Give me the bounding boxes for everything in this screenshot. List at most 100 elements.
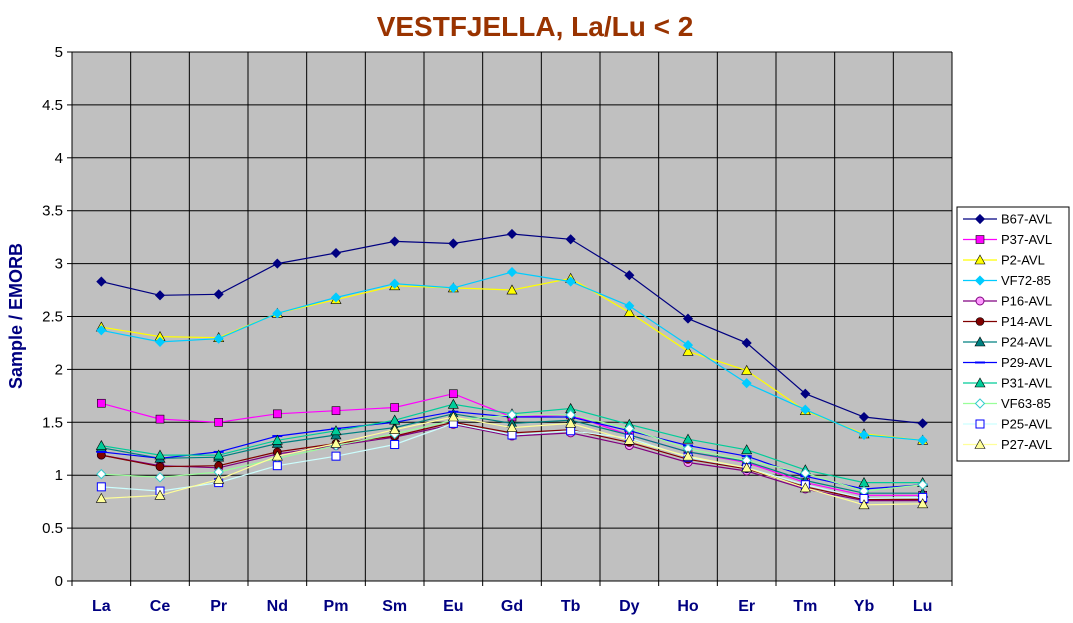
legend-label: P14-AVL [1001, 314, 1052, 329]
y-tick-label: 0.5 [42, 520, 63, 537]
data-point [682, 313, 694, 324]
x-tick-label: Lu [913, 598, 933, 615]
legend-entry: P37-AVL [963, 232, 1052, 247]
data-point [799, 482, 811, 493]
legend-swatch-marker [974, 438, 986, 449]
data-point [213, 289, 224, 300]
legend-entry: P2-AVL [963, 253, 1045, 268]
data-point [330, 425, 342, 436]
data-point [447, 398, 459, 409]
y-tick-label: 3.5 [42, 203, 63, 220]
data-point [390, 403, 399, 412]
legend-label: P24-AVL [1001, 335, 1052, 350]
y-axis-label: Sample / EMORB [6, 243, 26, 389]
x-tick-label: Tm [793, 598, 817, 615]
data-point [917, 479, 928, 490]
data-point [213, 333, 224, 344]
legend-label: VF72-85 [1001, 273, 1051, 288]
legend-entry: P31-AVL [963, 376, 1052, 391]
series-b67-avl [96, 228, 928, 429]
legend-entry: VF72-85 [963, 273, 1051, 288]
data-point [331, 406, 341, 415]
x-tick-label: Pm [324, 598, 349, 615]
data-point [272, 308, 283, 319]
data-point [271, 434, 283, 445]
data-point [507, 430, 517, 440]
data-point [565, 234, 576, 245]
legend-swatch-marker [975, 235, 985, 244]
data-point [95, 439, 107, 450]
x-tick-label: Dy [619, 598, 640, 615]
data-point [565, 417, 577, 428]
data-point [506, 409, 518, 421]
chart-title: VESTFJELLA, La/Lu < 2 [377, 11, 694, 42]
data-point [448, 282, 459, 293]
data-point [389, 278, 400, 289]
y-tick-label: 5 [55, 44, 63, 61]
data-point [271, 450, 283, 461]
legend-label: P31-AVL [1001, 376, 1052, 391]
y-tick-label: 4 [55, 150, 63, 167]
data-point [154, 489, 166, 500]
legend-label: P16-AVL [1001, 294, 1052, 309]
legend-swatch-marker [974, 275, 986, 286]
data-point [741, 378, 752, 389]
y-tick-label: 1.5 [42, 414, 63, 431]
series-vf72-85 [96, 266, 928, 446]
legend-box [956, 206, 1070, 462]
legend-swatch-marker [974, 254, 986, 265]
data-point [273, 409, 282, 419]
data-point [624, 270, 635, 281]
data-point [917, 498, 929, 509]
legend-label: P25-AVL [1001, 417, 1052, 432]
legend-swatch-marker [974, 336, 986, 347]
data-point [858, 411, 870, 423]
data-point [214, 417, 223, 427]
legend-entry: P29-AVL [963, 355, 1052, 370]
data-point [623, 434, 635, 445]
data-point [213, 473, 225, 484]
data-point [624, 300, 635, 311]
data-point [389, 236, 400, 247]
data-point [155, 462, 165, 472]
data-point [506, 421, 518, 432]
legend-entry: P16-AVL [963, 294, 1052, 309]
legend: B67-AVL P37-AVL P2-AVL VF72-85 P16-AVL P14-AV… [956, 206, 1070, 462]
legend-entry: P24-AVL [963, 335, 1052, 350]
y-tick-label: 1 [55, 467, 63, 484]
x-tick-label: Nd [267, 598, 288, 615]
data-point [917, 435, 928, 446]
legend-label: VF63-85 [1001, 396, 1051, 411]
legend-swatch-marker [975, 296, 985, 306]
data-point [331, 451, 341, 461]
series-p27-avl [95, 411, 929, 510]
data-point [682, 450, 694, 461]
y-tick-label: 2 [55, 361, 63, 378]
x-tick-label: Pr [210, 598, 227, 615]
data-point [506, 228, 518, 240]
data-point [623, 306, 635, 317]
legend-swatch-marker [975, 419, 985, 429]
x-tick-label: Sm [382, 598, 407, 615]
x-tick-label: Ce [150, 598, 171, 615]
data-point [447, 411, 459, 422]
data-point [330, 247, 342, 259]
y-tick-label: 3 [55, 256, 63, 273]
x-tick-label: Tb [561, 598, 581, 615]
data-point [330, 292, 342, 303]
data-point [682, 340, 694, 351]
legend-entry: P27-AVL [963, 437, 1052, 452]
x-tick-label: Yb [854, 598, 875, 615]
data-point [330, 437, 342, 448]
data-point [506, 266, 518, 278]
legend-entry: P14-AVL [963, 314, 1052, 329]
x-tick-label: Er [738, 598, 755, 615]
data-point [389, 424, 401, 435]
legend-label: B67-AVL [1001, 212, 1052, 227]
data-point [741, 444, 753, 455]
data-point [624, 423, 635, 434]
data-point [506, 284, 518, 295]
legend-entry: B67-AVL [963, 212, 1052, 227]
legend-swatch-marker [974, 377, 986, 388]
